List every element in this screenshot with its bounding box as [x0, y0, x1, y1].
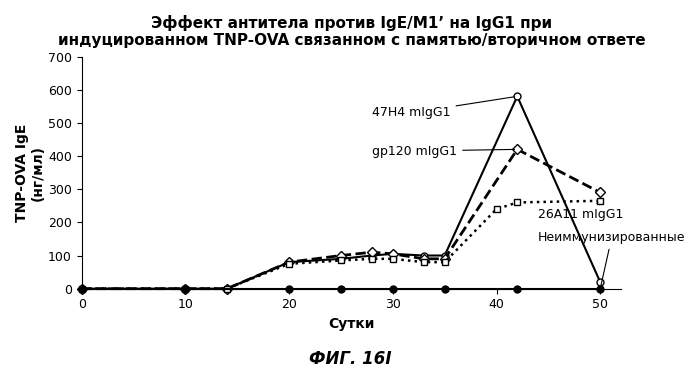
Title: Эффект антитела против IgE/M1’ на IgG1 при
индуцированном TNP-OVA связанном с па: Эффект антитела против IgE/M1’ на IgG1 п… [57, 15, 645, 48]
X-axis label: Сутки: Сутки [328, 317, 374, 331]
Text: gp120 mIgG1: gp120 mIgG1 [372, 145, 514, 157]
Text: Неиммунизированные: Неиммунизированные [538, 231, 685, 286]
Text: ФИГ. 16I: ФИГ. 16I [309, 350, 391, 368]
Text: 47H4 mIgG1: 47H4 mIgG1 [372, 97, 514, 119]
Text: 26A11 mIgG1: 26A11 mIgG1 [538, 202, 624, 221]
Y-axis label: TNP-OVA IgE
(нг/мл): TNP-OVA IgE (нг/мл) [15, 124, 46, 222]
